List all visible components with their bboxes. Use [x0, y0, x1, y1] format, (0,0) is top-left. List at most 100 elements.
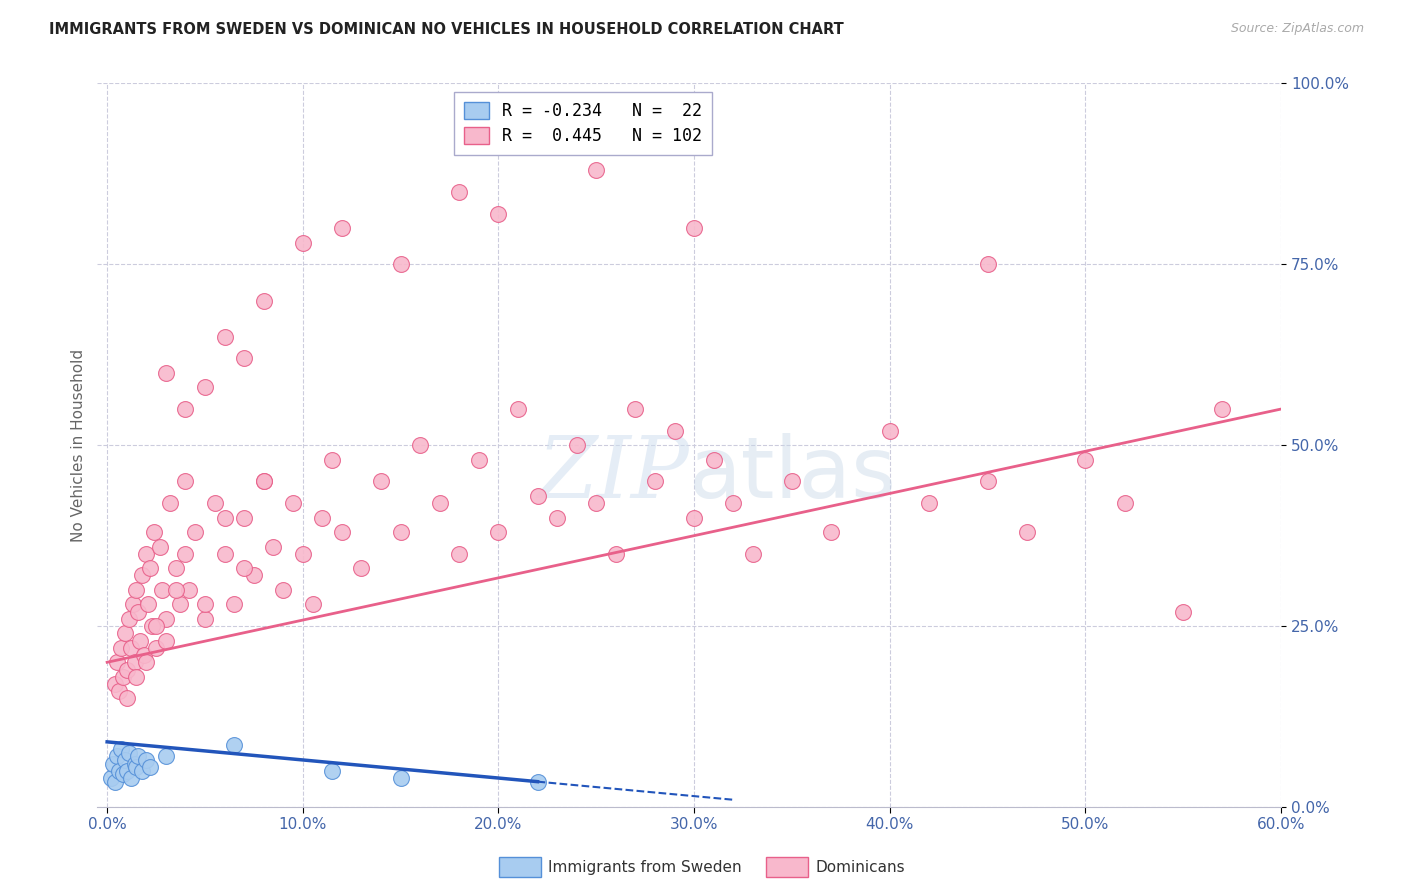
Point	[262, 540, 284, 554]
Point	[204, 496, 226, 510]
Point	[135, 655, 157, 669]
Point	[703, 452, 725, 467]
Point	[976, 475, 998, 489]
Point	[214, 547, 236, 561]
Point	[389, 771, 412, 785]
Point	[174, 475, 197, 489]
Point	[1173, 605, 1195, 619]
Point	[131, 568, 153, 582]
Point	[449, 185, 471, 199]
Point	[488, 207, 510, 221]
Point	[429, 496, 451, 510]
Text: Immigrants from Sweden: Immigrants from Sweden	[548, 860, 742, 874]
Point	[330, 221, 353, 235]
Point	[741, 547, 763, 561]
Point	[271, 582, 294, 597]
Point	[149, 540, 172, 554]
Point	[723, 496, 745, 510]
Point	[370, 475, 392, 489]
Point	[110, 742, 132, 756]
Point	[546, 510, 568, 524]
Point	[233, 510, 256, 524]
Point	[194, 612, 217, 626]
Point	[683, 510, 706, 524]
Point	[1114, 496, 1136, 510]
Point	[389, 257, 412, 271]
Point	[330, 524, 353, 539]
Point	[233, 561, 256, 575]
Point	[879, 424, 901, 438]
Point	[1015, 524, 1038, 539]
Point	[291, 235, 314, 250]
Point	[174, 402, 197, 417]
Text: IMMIGRANTS FROM SWEDEN VS DOMINICAN NO VEHICLES IN HOUSEHOLD CORRELATION CHART: IMMIGRANTS FROM SWEDEN VS DOMINICAN NO V…	[49, 22, 844, 37]
Point	[321, 764, 343, 778]
Point	[281, 496, 304, 510]
Point	[118, 612, 141, 626]
Point	[124, 756, 146, 771]
Point	[118, 746, 141, 760]
Point	[120, 771, 142, 785]
Point	[350, 561, 373, 575]
Point	[1211, 402, 1233, 417]
Point	[125, 582, 148, 597]
Point	[311, 510, 333, 524]
Point	[127, 749, 149, 764]
Point	[389, 524, 412, 539]
Point	[124, 655, 146, 669]
Point	[174, 547, 197, 561]
Point	[683, 221, 706, 235]
Point	[253, 293, 276, 308]
Point	[101, 756, 124, 771]
Point	[145, 619, 167, 633]
Y-axis label: No Vehicles in Household: No Vehicles in Household	[72, 349, 86, 541]
Point	[214, 510, 236, 524]
Point	[121, 598, 143, 612]
Legend: R = -0.234   N =  22, R =  0.445   N = 102: R = -0.234 N = 22, R = 0.445 N = 102	[454, 92, 711, 155]
Point	[918, 496, 941, 510]
Point	[114, 753, 136, 767]
Text: atlas: atlas	[689, 433, 897, 516]
Point	[127, 605, 149, 619]
Point	[565, 438, 588, 452]
Point	[179, 582, 201, 597]
Point	[108, 684, 131, 698]
Point	[194, 598, 217, 612]
Point	[115, 764, 138, 778]
Point	[488, 524, 510, 539]
Point	[139, 561, 162, 575]
Point	[125, 760, 148, 774]
Point	[224, 739, 246, 753]
Text: Source: ZipAtlas.com: Source: ZipAtlas.com	[1230, 22, 1364, 36]
Point	[605, 547, 627, 561]
Point	[143, 524, 166, 539]
Point	[321, 452, 343, 467]
Point	[136, 598, 159, 612]
Point	[165, 561, 187, 575]
Point	[111, 767, 134, 781]
Point	[820, 524, 842, 539]
Point	[129, 633, 152, 648]
Text: Dominicans: Dominicans	[815, 860, 905, 874]
Point	[780, 475, 803, 489]
Point	[468, 452, 491, 467]
Point	[104, 677, 127, 691]
Point	[159, 496, 181, 510]
Point	[253, 475, 276, 489]
Point	[155, 366, 177, 380]
Point	[135, 547, 157, 561]
Point	[233, 351, 256, 366]
Point	[139, 760, 162, 774]
Point	[134, 648, 156, 662]
Point	[194, 380, 217, 394]
Point	[115, 691, 138, 706]
Point	[253, 475, 276, 489]
Point	[664, 424, 686, 438]
Point	[150, 582, 173, 597]
Point	[125, 670, 148, 684]
Point	[243, 568, 266, 582]
Point	[506, 402, 529, 417]
Point	[105, 655, 128, 669]
Point	[169, 598, 191, 612]
Point	[624, 402, 647, 417]
